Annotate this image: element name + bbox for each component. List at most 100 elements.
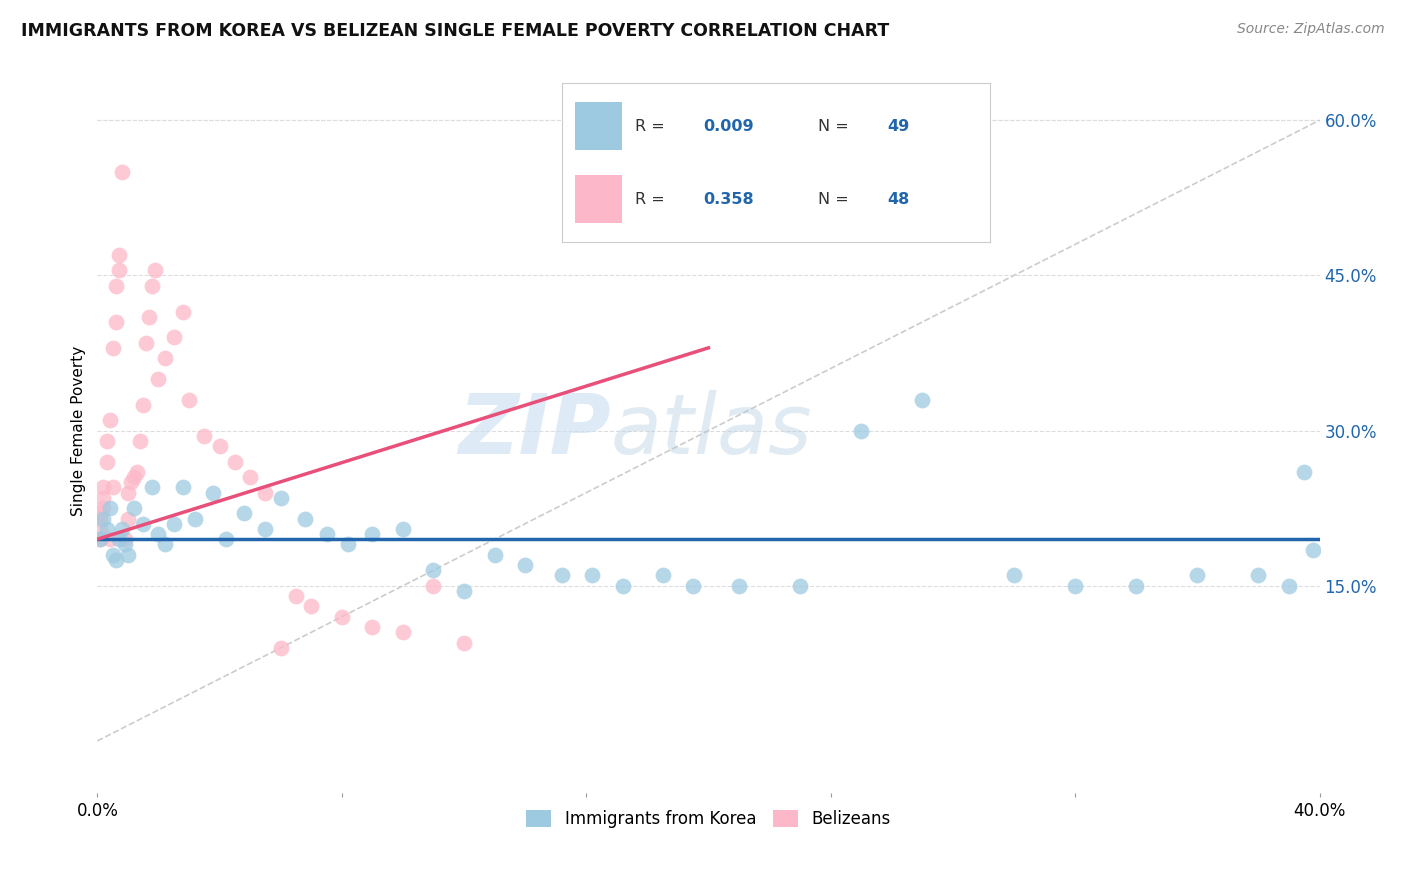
Text: Source: ZipAtlas.com: Source: ZipAtlas.com (1237, 22, 1385, 37)
Point (89, 511, 111, 525)
Point (132, 516, 155, 531)
Point (551, 568, 574, 582)
Point (104, 553, 127, 567)
Point (1247, 568, 1270, 582)
Point (96, 434, 118, 448)
Point (93, 481, 115, 495)
Text: atlas: atlas (610, 390, 813, 471)
Point (682, 579, 704, 593)
Point (148, 527, 170, 541)
Point (93, 511, 115, 525)
Point (911, 392, 934, 407)
Point (153, 351, 176, 366)
Point (101, 481, 124, 495)
Point (422, 563, 444, 577)
Point (513, 558, 536, 572)
Point (193, 429, 215, 443)
Point (789, 579, 811, 593)
Point (96, 455, 118, 469)
Point (1278, 579, 1301, 593)
Point (141, 481, 163, 495)
Point (172, 481, 194, 495)
Point (484, 548, 506, 562)
Point (177, 392, 200, 407)
Point (1294, 465, 1316, 479)
Point (285, 589, 308, 603)
Point (851, 424, 873, 438)
Y-axis label: Single Female Poverty: Single Female Poverty (72, 345, 86, 516)
Point (1125, 579, 1147, 593)
Point (315, 527, 337, 541)
Point (208, 439, 231, 453)
Point (101, 548, 124, 562)
Point (153, 537, 176, 551)
Point (163, 330, 186, 344)
Point (270, 640, 292, 655)
Point (254, 485, 277, 500)
Point (104, 278, 127, 293)
Point (233, 506, 256, 520)
Point (117, 485, 139, 500)
Point (138, 310, 160, 324)
Point (651, 568, 673, 582)
Point (122, 470, 145, 484)
Point (114, 532, 136, 546)
Point (98, 501, 121, 516)
Point (89, 506, 111, 520)
Point (581, 568, 603, 582)
Point (184, 511, 207, 525)
Point (107, 532, 129, 546)
Point (422, 579, 444, 593)
Point (1064, 579, 1087, 593)
Point (453, 583, 475, 598)
Point (224, 455, 246, 469)
Point (111, 522, 134, 536)
Point (392, 522, 415, 536)
Point (1187, 568, 1209, 582)
Point (392, 625, 415, 640)
Point (89, 532, 111, 546)
Point (120, 475, 142, 490)
Point (1002, 568, 1025, 582)
Point (612, 579, 634, 593)
Point (336, 537, 359, 551)
Point (215, 532, 238, 546)
Point (117, 511, 139, 525)
Point (172, 304, 194, 318)
Point (117, 548, 139, 562)
Point (107, 248, 129, 262)
Point (93, 501, 115, 516)
Point (98, 532, 121, 546)
Point (132, 398, 155, 412)
Point (202, 485, 225, 500)
Point (254, 522, 277, 536)
Text: IMMIGRANTS FROM KOREA VS BELIZEAN SINGLE FEMALE POVERTY CORRELATION CHART: IMMIGRANTS FROM KOREA VS BELIZEAN SINGLE… (21, 22, 890, 40)
Point (163, 516, 186, 531)
Point (135, 335, 157, 350)
Point (294, 511, 316, 525)
Point (96, 522, 118, 536)
Point (728, 579, 751, 593)
Point (361, 620, 384, 634)
Point (330, 609, 353, 624)
Point (89, 532, 111, 546)
Point (141, 278, 163, 293)
Point (270, 491, 292, 505)
Point (114, 537, 136, 551)
Point (104, 315, 127, 329)
Point (101, 341, 124, 355)
Point (89, 522, 111, 536)
Point (129, 434, 152, 448)
Point (145, 263, 167, 277)
Point (125, 465, 148, 479)
Point (299, 599, 322, 614)
Point (111, 165, 134, 179)
Point (453, 635, 475, 649)
Point (1302, 542, 1324, 557)
Point (93, 491, 115, 505)
Point (361, 527, 384, 541)
Point (98, 413, 121, 427)
Text: ZIP: ZIP (458, 390, 610, 471)
Point (239, 470, 262, 484)
Point (107, 263, 129, 277)
